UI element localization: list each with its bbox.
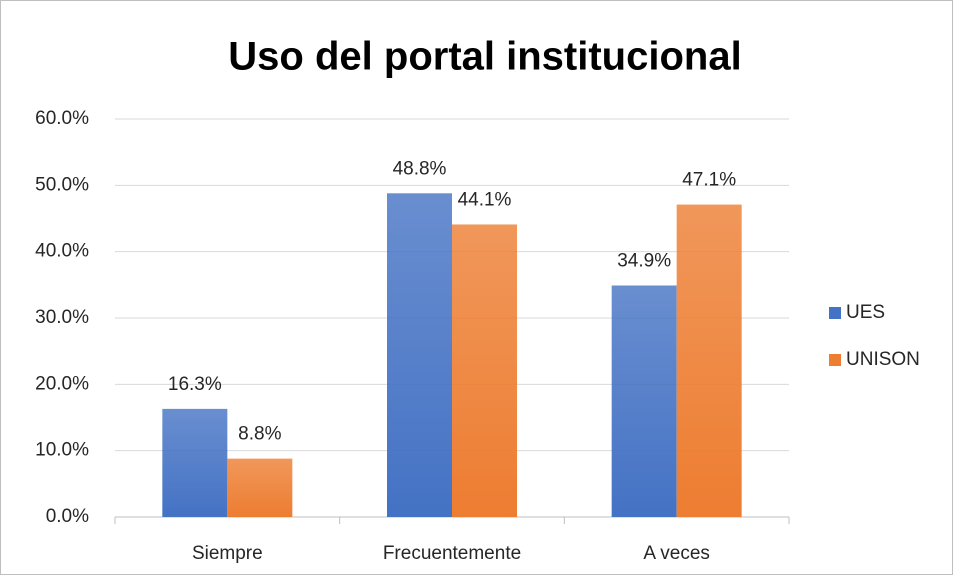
- data-label: 48.8%: [393, 158, 447, 179]
- x-tick-label: Frecuentemente: [383, 543, 521, 564]
- data-label: 8.8%: [238, 424, 281, 445]
- bar: [227, 458, 293, 517]
- y-tick-label: 20.0%: [35, 373, 89, 394]
- bar: [162, 408, 228, 517]
- bar: [452, 224, 517, 517]
- y-tick-label: 40.0%: [35, 241, 89, 262]
- y-tick-label: 10.0%: [35, 440, 89, 461]
- legend-label: UNISON: [846, 349, 920, 370]
- data-label: 16.3%: [168, 374, 222, 395]
- legend-swatch: [829, 307, 841, 319]
- y-tick-label: 0.0%: [46, 506, 89, 527]
- data-label: 44.1%: [458, 189, 512, 210]
- legend-swatch: [829, 354, 841, 366]
- bar: [387, 193, 452, 517]
- y-tick-label: 30.0%: [35, 307, 89, 328]
- chart-title: Uso del portal institucional: [228, 35, 741, 79]
- x-tick-label: A veces: [643, 543, 710, 564]
- bar: [676, 204, 742, 517]
- data-label: 34.9%: [617, 251, 671, 272]
- x-tick-label: Siempre: [192, 543, 263, 564]
- y-tick-label: 60.0%: [35, 108, 89, 129]
- legend-label: UES: [846, 302, 885, 323]
- data-label: 47.1%: [682, 170, 736, 191]
- bar: [611, 285, 677, 517]
- y-tick-label: 50.0%: [35, 174, 89, 195]
